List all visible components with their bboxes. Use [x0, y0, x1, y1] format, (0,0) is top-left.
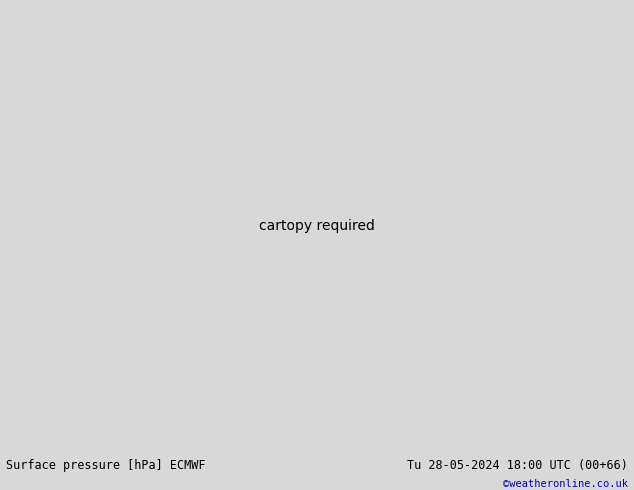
Text: cartopy required: cartopy required	[259, 219, 375, 233]
Text: Surface pressure [hPa] ECMWF: Surface pressure [hPa] ECMWF	[6, 459, 206, 472]
Text: Tu 28-05-2024 18:00 UTC (00+66): Tu 28-05-2024 18:00 UTC (00+66)	[407, 459, 628, 472]
Text: ©weatheronline.co.uk: ©weatheronline.co.uk	[503, 479, 628, 490]
